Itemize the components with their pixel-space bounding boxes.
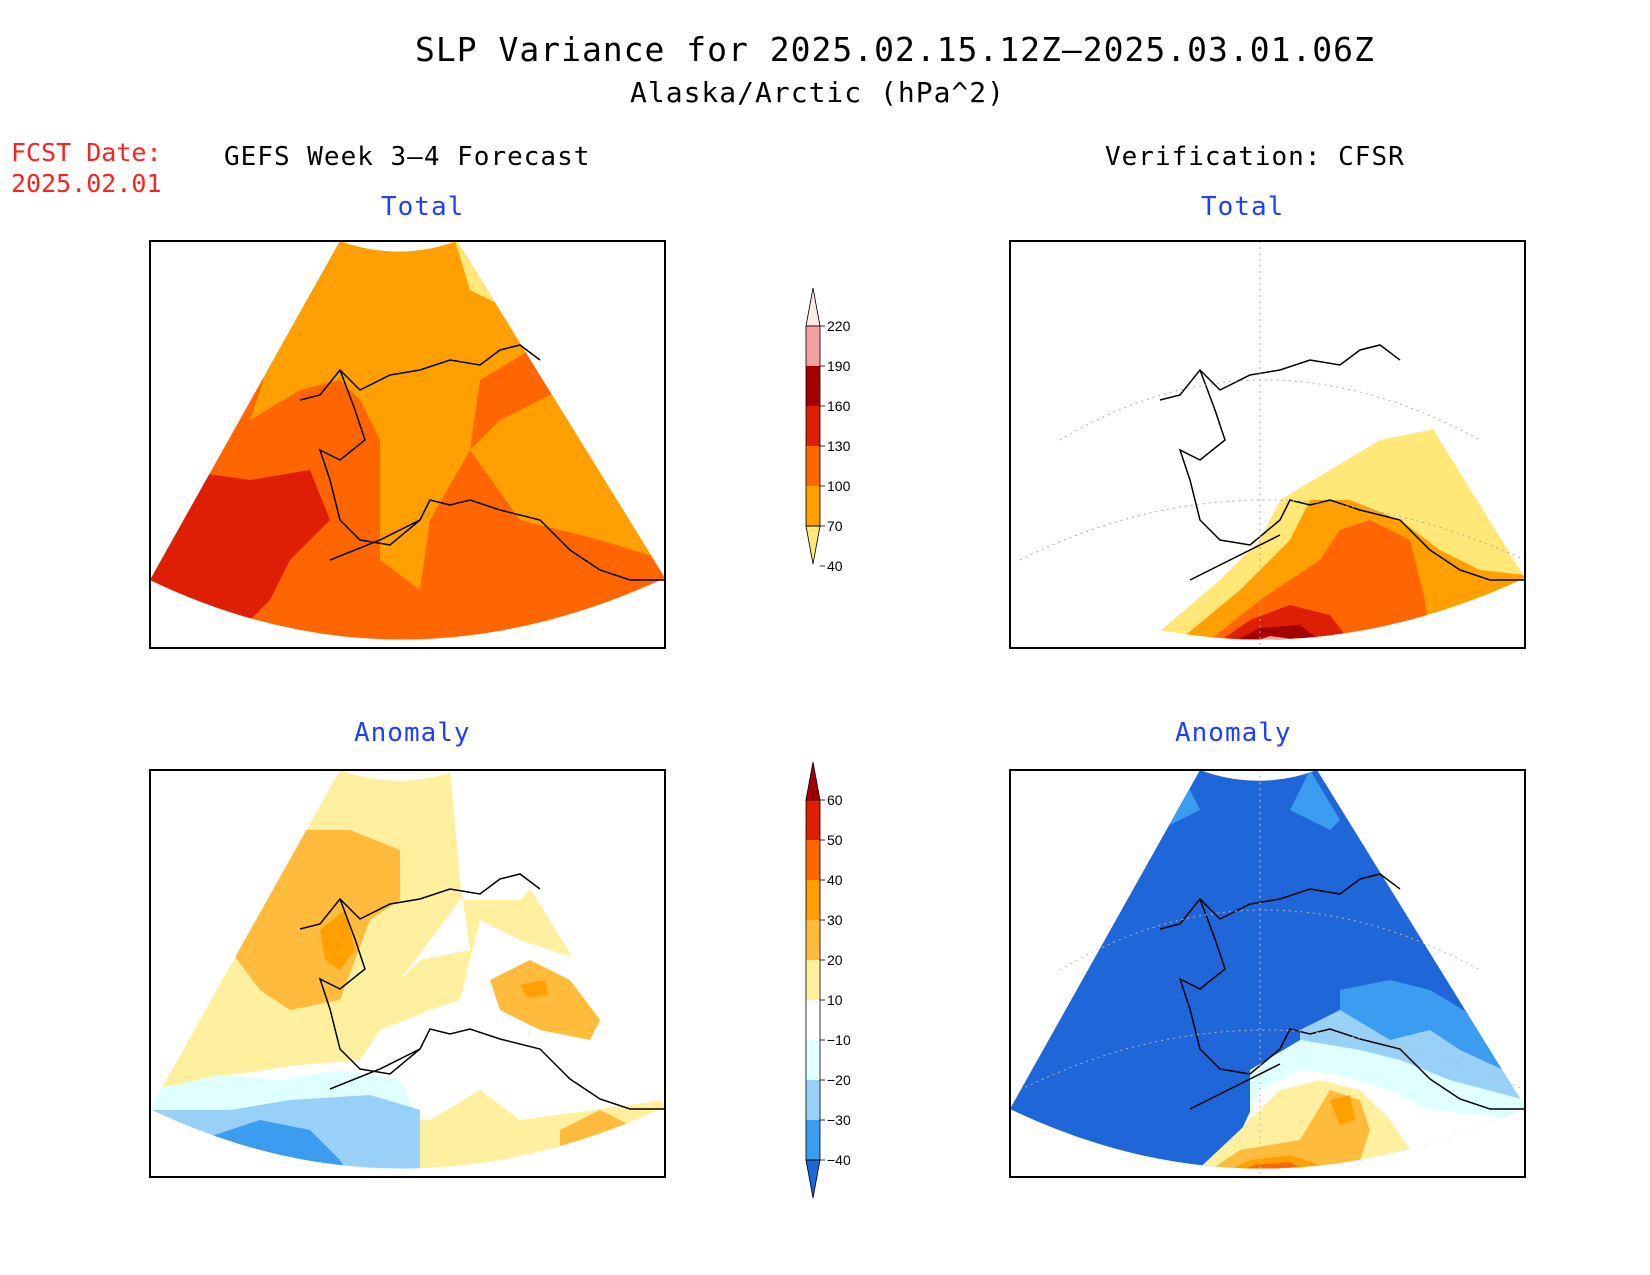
panel-title-bottom-right: Anomaly xyxy=(1175,718,1292,748)
colorbar-anomaly: 60 50 40 30 20 10 −10 −20 −30 −40 xyxy=(805,761,851,1199)
field-cfsr-anomaly-20 xyxy=(1200,1090,1370,1169)
colorbar-anomaly-swatch xyxy=(806,800,820,840)
map-cfsr-total xyxy=(1009,240,1526,649)
colorbar-total-swatch xyxy=(806,326,820,366)
fcst-date-label: FCST Date: xyxy=(11,138,162,167)
colorbar-total: 220 190 160 130 100 70 40 xyxy=(805,287,851,574)
field-cfsr-total-100 xyxy=(1200,520,1430,640)
colorbar-total-swatch xyxy=(806,486,820,526)
coastline-cfsr-total xyxy=(1159,344,1525,581)
map-gefs-anomaly xyxy=(149,769,666,1178)
colorbar-total-arrow-bottom xyxy=(805,525,821,565)
colorbar-total-tick-label: 190 xyxy=(827,358,851,374)
colorbar-total-swatch xyxy=(806,366,820,406)
colorbar-anomaly-tick-label: 10 xyxy=(827,992,843,1008)
frame-gefs-total xyxy=(149,240,666,649)
colorbar-anomaly-swatch xyxy=(806,840,820,880)
frame-cfsr-total xyxy=(1009,240,1526,649)
field-cfsr-anomaly-50 xyxy=(1235,1168,1300,1169)
frame-gefs-anomaly xyxy=(149,769,666,1178)
field-gefs-total-130 xyxy=(150,470,330,630)
colorbar-anomaly-tick-label: −10 xyxy=(827,1032,851,1048)
panel-title-top-left: Total xyxy=(381,192,465,222)
colorbar-total-tick-label: 220 xyxy=(827,318,851,334)
coastline-gefs-anomaly xyxy=(299,873,665,1110)
colorbar-total-swatch xyxy=(806,406,820,446)
map-cfsr-anomaly xyxy=(1009,769,1526,1178)
field-gefs-anomaly-20 xyxy=(230,830,640,1169)
left-column-title: GEFS Week 3–4 Forecast xyxy=(224,142,591,172)
panel-title-top-right: Total xyxy=(1201,192,1285,222)
colorbar-total-swatch xyxy=(806,446,820,486)
colorbar-anomaly-tick-label: 50 xyxy=(827,832,843,848)
colorbar-anomaly-tick-label: −30 xyxy=(827,1112,851,1128)
right-column-title: Verification: CFSR xyxy=(1105,142,1405,172)
colorbar-anomaly-swatch xyxy=(806,1000,820,1040)
colorbar-total-tick-label: 100 xyxy=(827,478,851,494)
colorbar-anomaly-tick-label: −20 xyxy=(827,1072,851,1088)
main-title: SLP Variance for 2025.02.15.12Z–2025.03.… xyxy=(415,30,1375,69)
colorbar-anomaly-swatch xyxy=(806,1080,820,1120)
colorbar-total-tick-label: 130 xyxy=(827,438,851,454)
colorbar-anomaly-outline xyxy=(805,799,821,1161)
main-subtitle: Alaska/Arctic (hPa^2) xyxy=(630,76,1006,109)
colorbar-anomaly-arrow-top xyxy=(805,761,821,801)
colorbar-total-arrow-top xyxy=(805,287,821,327)
coastline-cfsr-anomaly xyxy=(1159,873,1525,1110)
colorbar-total-tick-label: 40 xyxy=(827,558,843,574)
field-cfsr-anomaly-40 xyxy=(1225,1162,1315,1169)
colorbar-anomaly-tick-label: 20 xyxy=(827,952,843,968)
colorbar-anomaly-swatch xyxy=(806,960,820,1000)
field-cfsr-anomaly-30 xyxy=(1215,1095,1355,1169)
field-gefs-anomaly-30 xyxy=(320,910,548,998)
fcst-date-value: 2025.02.01 xyxy=(11,169,162,198)
colorbar-anomaly-tick-label: 60 xyxy=(827,792,843,808)
coastline-gefs-total xyxy=(299,344,665,581)
colorbar-total-tick-label: 160 xyxy=(827,398,851,414)
colorbar-anomaly-swatch xyxy=(806,920,820,960)
map-gefs-total xyxy=(149,240,666,649)
colorbar-anomaly-tick-label: 40 xyxy=(827,872,843,888)
colorbar-anomaly-swatch xyxy=(806,1040,820,1080)
colorbar-total-tick-label: 70 xyxy=(827,518,843,534)
colorbar-anomaly-tick-label: −40 xyxy=(827,1152,851,1168)
colorbar-anomaly-arrow-bottom xyxy=(805,1159,821,1199)
frame-cfsr-anomaly xyxy=(1009,769,1526,1178)
colorbar-anomaly-swatch xyxy=(806,1120,820,1160)
colorbar-anomaly-swatch xyxy=(806,880,820,920)
panel-title-bottom-left: Anomaly xyxy=(354,718,471,748)
field-cfsr-total-160 xyxy=(1220,625,1330,640)
colorbar-anomaly-tick-label: 30 xyxy=(827,912,843,928)
colorbar-total-outline xyxy=(805,325,821,527)
